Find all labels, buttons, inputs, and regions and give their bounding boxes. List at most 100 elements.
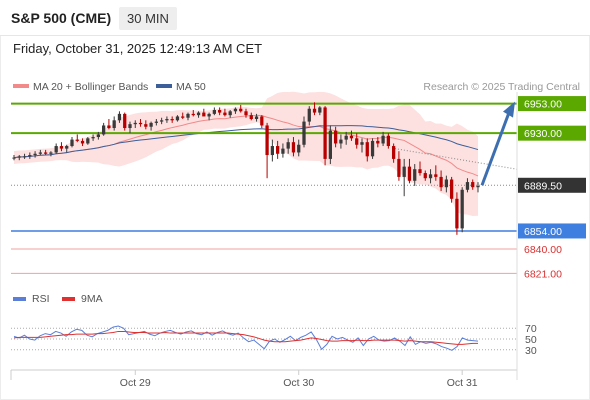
candle	[360, 138, 364, 153]
candle-body	[149, 122, 153, 127]
candle-body	[249, 115, 253, 120]
candle-body	[386, 135, 390, 147]
candle	[86, 137, 90, 145]
candle	[49, 151, 53, 157]
candle	[428, 169, 433, 184]
candle-body	[70, 139, 74, 147]
candle-body	[328, 130, 332, 159]
candle-body	[471, 182, 475, 188]
candle-body	[28, 155, 32, 157]
candle	[138, 119, 143, 127]
rsi-level-label: 70	[525, 323, 537, 335]
candle	[339, 134, 343, 149]
candle-body	[244, 111, 248, 116]
candle-body	[223, 112, 227, 116]
ma50-line	[13, 125, 479, 159]
candle-body	[117, 113, 122, 121]
candle	[291, 137, 296, 157]
candle	[439, 170, 443, 192]
candle-body	[218, 110, 222, 113]
ma50-legend-label: MA 50	[176, 81, 206, 93]
candle	[144, 120, 148, 130]
rsi-ma-legend-label: 9MA	[81, 293, 103, 305]
ma20-legend-label: MA 20 + Bollinger Bands	[33, 81, 148, 93]
time-tick-label: Oct 30	[283, 377, 314, 389]
candle-body	[460, 189, 464, 229]
candle-body	[402, 166, 406, 177]
candle	[281, 143, 285, 158]
candle-body	[202, 112, 206, 117]
timeframe-selector[interactable]: 30 MIN	[119, 7, 177, 30]
candle-body	[254, 116, 259, 120]
candle	[107, 119, 111, 130]
candle-body	[428, 174, 433, 179]
candle-body	[191, 113, 195, 116]
candle	[413, 164, 417, 186]
pivot-label: 6889.50	[524, 180, 562, 192]
candle	[328, 125, 332, 165]
candle-body	[355, 138, 359, 145]
candle	[70, 137, 74, 148]
candle	[38, 149, 42, 156]
candle	[334, 126, 338, 148]
candle	[191, 110, 195, 117]
ma20-legend-swatch	[13, 84, 29, 88]
candle-body	[312, 108, 317, 113]
candle	[181, 112, 185, 120]
candle-body	[344, 135, 348, 140]
candle	[276, 140, 280, 159]
candle-body	[392, 146, 396, 159]
candle	[75, 134, 79, 143]
projection-arrow-shaft	[480, 112, 511, 186]
candle	[239, 104, 243, 113]
candle-body	[418, 169, 422, 174]
candle-body	[434, 174, 438, 177]
candle	[402, 158, 406, 197]
candle-body	[107, 125, 111, 129]
candle	[355, 133, 359, 149]
candle	[22, 153, 27, 159]
support-2-label: 6840.00	[524, 244, 562, 256]
candle-body	[444, 179, 448, 188]
candle-body	[318, 107, 322, 113]
candle-body	[349, 135, 354, 139]
candle-body	[281, 148, 285, 154]
candle	[392, 143, 396, 163]
candle	[17, 155, 21, 161]
candle	[202, 108, 206, 117]
candle	[96, 131, 100, 140]
candle-body	[196, 112, 201, 116]
candle	[133, 120, 137, 129]
pivot-label-box	[518, 177, 586, 193]
chart-header: S&P 500 (CME) 30 MIN	[0, 0, 590, 36]
rsi-ma-legend-swatch	[62, 297, 75, 301]
candle-body	[86, 138, 90, 144]
candle	[418, 161, 422, 176]
candle-body	[59, 146, 64, 149]
candle-body	[233, 108, 238, 112]
candle	[154, 119, 158, 126]
candle-body	[160, 120, 164, 122]
candle	[160, 117, 164, 125]
candle	[376, 137, 380, 148]
candle-body	[207, 113, 211, 117]
candle	[128, 121, 132, 134]
candle-body	[154, 121, 158, 123]
candle-body	[44, 152, 48, 154]
candle	[397, 151, 401, 181]
candle	[54, 143, 58, 154]
candle-body	[186, 113, 190, 118]
candle-body	[128, 124, 132, 129]
candle-body	[476, 185, 480, 188]
candle-body	[144, 124, 148, 127]
candle	[476, 182, 480, 193]
candle-body	[365, 142, 369, 157]
candle-body	[270, 146, 274, 156]
rsi-legend-label: RSI	[32, 293, 50, 305]
candle	[465, 178, 470, 193]
candle-body	[265, 125, 269, 156]
candle	[59, 142, 64, 152]
candle-body	[38, 152, 42, 154]
candle	[91, 134, 95, 141]
candle-body	[323, 107, 327, 159]
